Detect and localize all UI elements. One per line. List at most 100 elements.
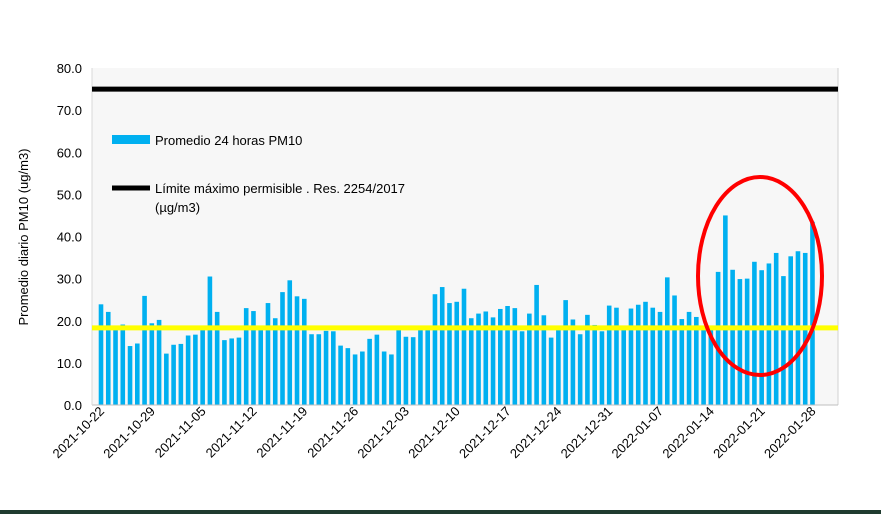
- bar: [505, 306, 510, 405]
- bar: [781, 276, 786, 405]
- bar: [454, 301, 460, 405]
- bar: [367, 338, 372, 405]
- bar: [374, 334, 380, 405]
- legend-line-label-2: (µg/m3): [155, 200, 200, 215]
- bar: [439, 287, 445, 405]
- bar: [592, 324, 597, 405]
- bar: [396, 329, 401, 405]
- y-tick-label: 40.0: [57, 230, 82, 245]
- bar: [628, 308, 634, 405]
- bar: [316, 334, 322, 405]
- bar: [512, 308, 518, 405]
- bar: [258, 329, 264, 405]
- bar: [301, 298, 307, 405]
- bar: [178, 343, 184, 405]
- bar: [214, 311, 220, 405]
- bar: [193, 334, 198, 405]
- y-tick-label: 60.0: [57, 145, 82, 160]
- bar: [461, 288, 467, 405]
- bar: [229, 338, 234, 405]
- bar: [498, 308, 503, 405]
- bar: [766, 263, 772, 405]
- bar: [534, 284, 539, 405]
- legend-bar-label: Promedio 24 horas PM10: [155, 133, 302, 148]
- bar: [556, 329, 561, 405]
- bar: [207, 276, 213, 405]
- bar: [185, 335, 191, 405]
- bottom-border: [0, 510, 881, 514]
- y-tick-label: 10.0: [57, 356, 82, 371]
- bar: [621, 329, 627, 405]
- bar: [483, 311, 489, 405]
- bar: [352, 354, 358, 405]
- bar: [222, 340, 227, 405]
- bar: [251, 311, 256, 405]
- bar: [723, 215, 728, 405]
- bar: [708, 329, 714, 405]
- bar: [810, 221, 815, 405]
- bar: [715, 271, 721, 405]
- bar: [127, 346, 133, 405]
- bar: [635, 304, 641, 405]
- bar: [323, 330, 329, 405]
- bar: [265, 303, 271, 405]
- bar: [577, 334, 583, 405]
- bar: [381, 351, 387, 405]
- bar: [701, 327, 706, 405]
- bar: [200, 329, 205, 405]
- highlight-ellipse: [696, 175, 824, 377]
- bar: [236, 337, 242, 405]
- bar: [585, 314, 590, 405]
- y-tick-label: 0.0: [64, 398, 82, 413]
- bar: [142, 295, 147, 405]
- bar: [287, 280, 293, 405]
- bar: [309, 334, 314, 405]
- bar: [759, 270, 764, 405]
- legend-bar-swatch: [112, 135, 150, 144]
- bar: [650, 307, 656, 405]
- y-tick-label: 80.0: [57, 61, 82, 76]
- bar: [418, 329, 423, 405]
- bar: [389, 354, 394, 405]
- bar: [280, 292, 285, 405]
- bar: [135, 343, 140, 405]
- bar: [599, 331, 605, 405]
- bar: [737, 279, 743, 405]
- bar: [570, 319, 576, 405]
- bar: [476, 313, 481, 405]
- bar: [563, 300, 568, 405]
- bar: [432, 294, 438, 405]
- bar: [331, 331, 336, 405]
- bar: [447, 303, 452, 405]
- bar: [664, 277, 670, 405]
- bar: [643, 301, 648, 405]
- bar: [113, 329, 118, 405]
- y-tick-label: 50.0: [57, 187, 82, 202]
- bar: [345, 348, 351, 405]
- bar: [686, 311, 692, 405]
- bar: [149, 323, 155, 405]
- bar: [410, 337, 416, 405]
- bar: [98, 304, 104, 405]
- bar: [338, 345, 343, 405]
- bar: [657, 311, 663, 405]
- bar: [672, 295, 677, 405]
- bar: [490, 317, 496, 405]
- bar: [788, 256, 793, 405]
- bar: [730, 269, 735, 405]
- bar: [548, 337, 554, 405]
- bar: [425, 329, 430, 405]
- bar: [614, 307, 619, 405]
- bar: [243, 308, 249, 405]
- bar: [171, 344, 176, 405]
- bar: [519, 331, 525, 405]
- bar: [164, 353, 169, 405]
- bar: [156, 319, 162, 405]
- y-tick-label: 70.0: [57, 103, 82, 118]
- bar: [360, 351, 365, 405]
- y-axis-label: Promedio diario PM10 (ug/m3): [16, 148, 31, 325]
- legend-line-label-1: Límite máximo permisible . Res. 2254/201…: [155, 181, 405, 196]
- bar: [541, 315, 547, 405]
- bar: [606, 305, 612, 405]
